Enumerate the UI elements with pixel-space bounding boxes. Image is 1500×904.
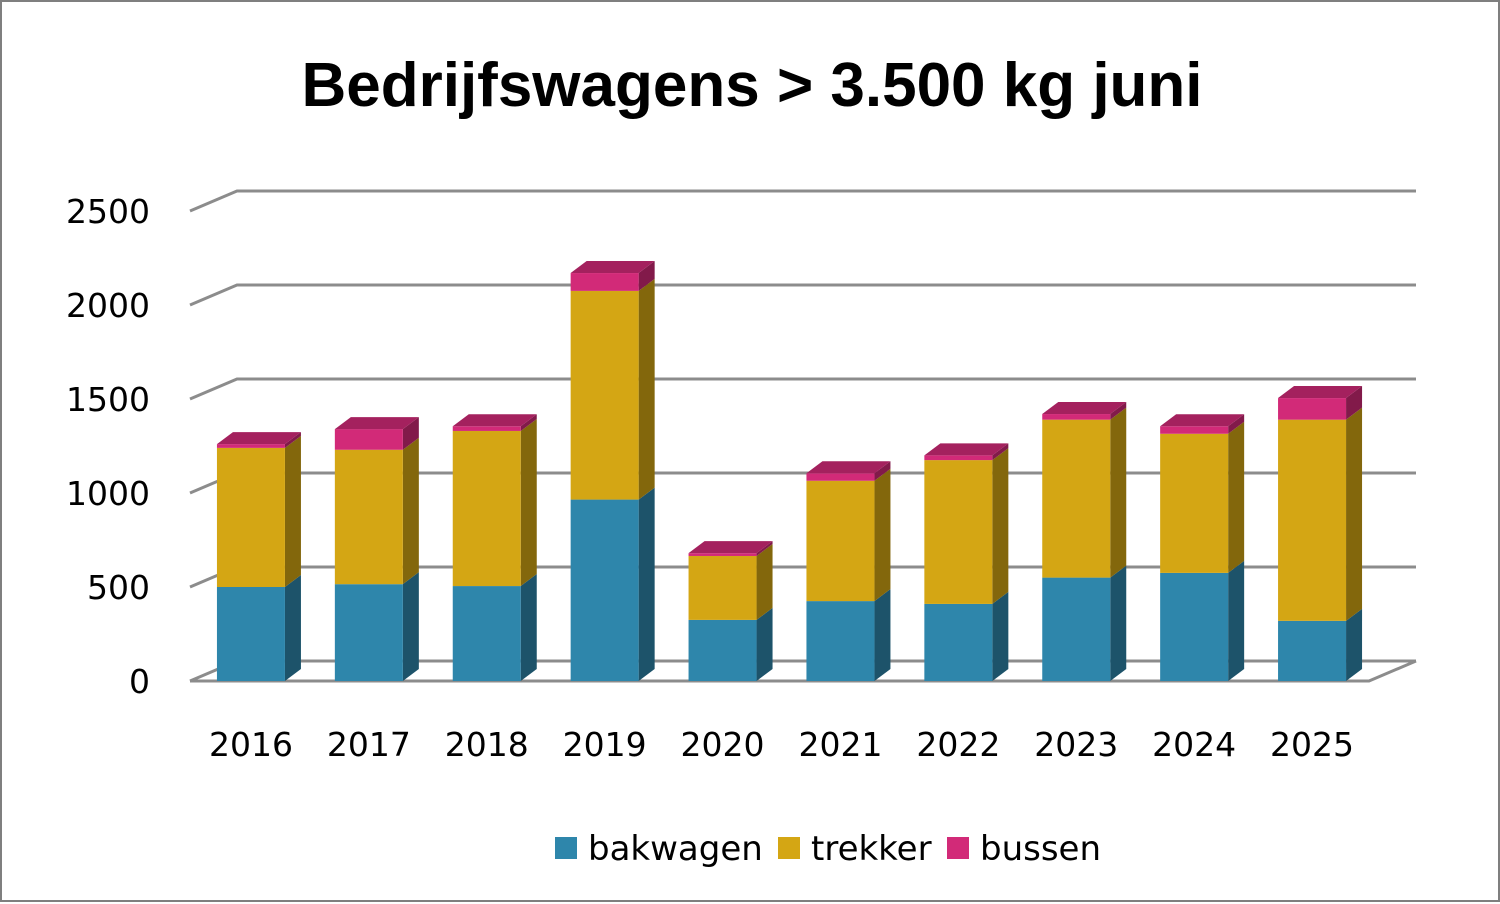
- bar-trekker-2023: [1042, 407, 1127, 578]
- bar-trekker-2019: [570, 278, 655, 500]
- legend-swatch: [778, 837, 800, 859]
- bar-trekker-2024: [1160, 421, 1245, 573]
- x-tick-label: 2022: [916, 725, 1000, 764]
- bar-group-2024: [1160, 414, 1245, 681]
- y-tick-label: 0: [129, 662, 150, 701]
- bar-group-2021: [806, 461, 891, 681]
- x-axis-ticks: 2016 2017 2018 2019 2020 2021 2022 2023 2024 2025: [209, 725, 1354, 764]
- bar-bussen-2020: [688, 541, 773, 556]
- y-tick-label: 2000: [66, 286, 150, 325]
- bar-trekker-2020: [688, 543, 773, 620]
- bar-bussen-2022: [924, 443, 1009, 461]
- bar-bussen-2017: [334, 417, 419, 450]
- y-tick-label: 1500: [66, 380, 150, 419]
- bar-bakwagen-2018: [452, 574, 537, 681]
- bar-group-2022: [924, 443, 1009, 681]
- y-tick-label: 500: [87, 568, 150, 607]
- bar-bussen-2025: [1278, 386, 1363, 420]
- gridline-1500: [189, 377, 1416, 401]
- bar-bakwagen-2025: [1278, 608, 1363, 681]
- y-axis-ticks: 0 500 1000 1500 2000 2500: [66, 192, 150, 701]
- bar-bussen-2021: [806, 461, 891, 481]
- bar-group-2023: [1042, 402, 1127, 681]
- bar-group-2016: [216, 432, 301, 681]
- bar-bussen-2019: [570, 261, 655, 291]
- bar-trekker-2016: [216, 435, 301, 587]
- legend-item-bussen: bussen: [947, 829, 1101, 869]
- legend-swatch: [555, 837, 577, 859]
- legend-item-bakwagen: bakwagen: [555, 829, 763, 869]
- bar-bakwagen-2020: [688, 607, 773, 681]
- y-tick-label: 2500: [66, 192, 150, 231]
- x-tick-label: 2021: [798, 725, 882, 764]
- gridline-2500: [189, 189, 1416, 213]
- bar-bakwagen-2021: [806, 589, 891, 681]
- bar-group-2020: [688, 541, 773, 681]
- x-tick-label: 2018: [445, 725, 529, 764]
- bar-bussen-2024: [1160, 414, 1245, 434]
- bar-bakwagen-2022: [924, 591, 1009, 681]
- legend-label: trekker: [811, 829, 932, 869]
- bar-group-2025: [1278, 386, 1363, 681]
- x-tick-label: 2025: [1270, 725, 1354, 764]
- bar-bakwagen-2019: [570, 487, 655, 681]
- bar-bussen-2018: [452, 414, 537, 431]
- x-tick-label: 2020: [681, 725, 765, 764]
- bar-trekker-2018: [452, 418, 537, 587]
- bar-trekker-2017: [334, 437, 419, 585]
- bar-trekker-2025: [1278, 407, 1363, 621]
- bar-bussen-2023: [1042, 402, 1127, 420]
- bar-group-2018: [452, 414, 537, 681]
- x-tick-label: 2016: [209, 725, 293, 764]
- bar-bakwagen-2017: [334, 572, 419, 681]
- x-tick-label: 2017: [327, 725, 411, 764]
- chart-title: Bedrijfswagens > 3.500 kg juni: [301, 51, 1202, 120]
- bar-bakwagen-2016: [216, 575, 301, 681]
- legend-label: bakwagen: [588, 829, 763, 869]
- legend-item-trekker: trekker: [778, 829, 932, 869]
- gridline-2000: [189, 283, 1416, 307]
- legend-label: bussen: [980, 829, 1101, 869]
- bar-trekker-2022: [924, 448, 1009, 604]
- x-tick-label: 2019: [563, 725, 647, 764]
- y-tick-label: 1000: [66, 474, 150, 513]
- bar-group-2017: [334, 417, 419, 681]
- bar-group-2019: [570, 261, 655, 681]
- bar-bakwagen-2023: [1042, 565, 1127, 681]
- x-tick-label: 2024: [1152, 725, 1236, 764]
- bars: [216, 261, 1363, 681]
- bar-trekker-2021: [806, 468, 891, 602]
- x-tick-label: 2023: [1034, 725, 1118, 764]
- legend-swatch: [947, 837, 969, 859]
- bar-bakwagen-2024: [1160, 560, 1245, 681]
- legend: bakwagen trekker bussen: [555, 829, 1101, 869]
- bar-bussen-2016: [216, 432, 301, 448]
